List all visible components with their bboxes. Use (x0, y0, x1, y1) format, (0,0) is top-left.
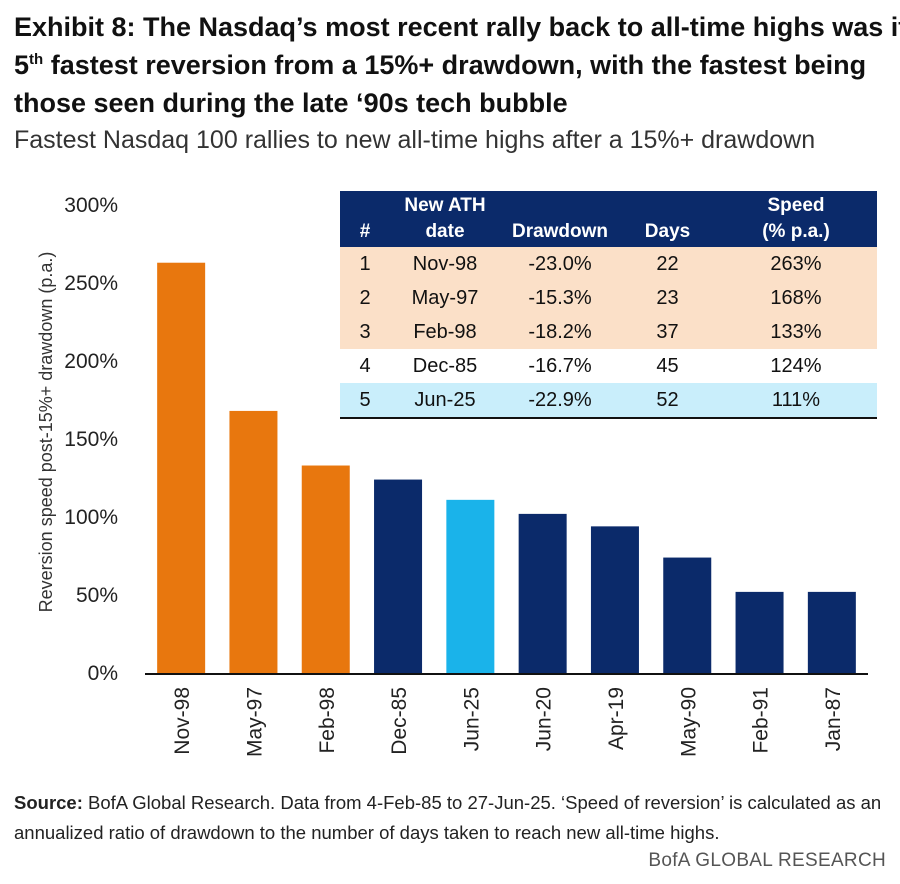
x-tick-label: Apr-19 (605, 687, 628, 750)
header-date-line-2: date (425, 221, 465, 242)
x-tick-label: Nov-98 (171, 687, 194, 755)
x-tick-label: Jun-20 (533, 687, 556, 751)
bar-jun-20 (518, 513, 567, 673)
cell-speed: 124% (715, 349, 877, 383)
bar-chart: 0%50%100%150%200%250%300% Nov-98 May-97 Fe… (36, 194, 868, 757)
header-rank: # (340, 191, 390, 247)
y-tick-label: 300% (64, 194, 118, 217)
bar-may-97 (229, 410, 278, 673)
y-tick-label: 250% (64, 272, 118, 295)
cell-date: Nov-98 (390, 247, 500, 281)
cell-rank: 4 (340, 349, 390, 383)
y-axis-title: Reversion speed post-15%+ drawdown (p.a.… (36, 252, 56, 613)
bar-dec-85 (374, 479, 423, 673)
cell-speed: 263% (715, 247, 877, 281)
publisher-credit: BofA GLOBAL RESEARCH (648, 850, 886, 871)
cell-days: 52 (620, 383, 715, 419)
cell-drawdown: -15.3% (500, 281, 620, 315)
cell-days: 23 (620, 281, 715, 315)
cell-rank: 3 (340, 315, 390, 349)
cell-date: Dec-85 (390, 349, 500, 383)
bar-jan-87 (807, 591, 856, 673)
source-label: Source: (14, 792, 83, 813)
title-line-1: Exhibit 8: The Nasdaq’s most recent rall… (14, 12, 900, 42)
cell-rank: 5 (340, 383, 390, 419)
cell-speed: 168% (715, 281, 877, 315)
source-note: Source: BofA Global Research. Data from … (14, 788, 894, 848)
x-tick-label: Jan-87 (822, 687, 845, 751)
x-tick-label: Feb-91 (750, 687, 773, 754)
y-axis: 0% 50% 100% 150% 200% 250% 300% (64, 194, 118, 685)
y-tick-label: 0% (88, 662, 118, 685)
cell-rank: 2 (340, 281, 390, 315)
cell-days: 22 (620, 247, 715, 281)
ath-table: # New ATH date Drawdown Days Speed (% p.a.… (340, 191, 877, 419)
title-line-3: those seen during the late ‘90s tech bub… (14, 88, 568, 118)
table-row: 1 Nov-98 -23.0% 22 263% (340, 247, 877, 281)
table-row: 5 Jun-25 -22.9% 52 111% (340, 383, 877, 419)
table-row: 3 Feb-98 -18.2% 37 133% (340, 315, 877, 349)
source-text: BofA Global Research. Data from 4-Feb-85… (14, 792, 882, 843)
bar-may-90 (663, 557, 712, 673)
cell-speed: 111% (715, 383, 877, 419)
cell-rank: 1 (340, 247, 390, 281)
bar-feb-91 (735, 591, 784, 673)
y-tick-label: 50% (76, 584, 118, 607)
title-line-2: 5th fastest reversion from a 15%+ drawdo… (14, 46, 894, 84)
bar-nov-98 (157, 262, 206, 673)
x-tick-label: Jun-25 (460, 687, 483, 751)
cell-date: Feb-98 (390, 315, 500, 349)
table-row: 2 May-97 -15.3% 23 168% (340, 281, 877, 315)
table-header-row: # New ATH date Drawdown Days Speed (% p.a.… (340, 191, 877, 247)
x-tick-label: May-97 (243, 687, 266, 757)
cell-drawdown: -22.9% (500, 383, 620, 419)
chart-subtitle: Fastest Nasdaq 100 rallies to new all-ti… (14, 126, 816, 154)
y-tick-label: 100% (64, 506, 118, 529)
cell-date: Jun-25 (390, 383, 500, 419)
cell-drawdown: -23.0% (500, 247, 620, 281)
cell-drawdown: -16.7% (500, 349, 620, 383)
title-line-2-rest: fastest reversion from a 15%+ drawdown, … (43, 50, 867, 80)
title-ordinal-number: 5 (14, 50, 30, 80)
bar-apr-19 (590, 526, 639, 673)
cell-date: May-97 (390, 281, 500, 315)
header-date: New ATH date (390, 191, 500, 247)
cell-drawdown: -18.2% (500, 315, 620, 349)
cell-days: 37 (620, 315, 715, 349)
x-tick-label: Feb-98 (316, 687, 339, 754)
bars (157, 262, 856, 673)
header-speed-line-1: Speed (767, 195, 825, 216)
x-axis: Nov-98 May-97 Feb-98 Dec-85 Jun-25 Jun-20 Apr-… (145, 673, 868, 757)
header-speed: Speed (% p.a.) (715, 191, 877, 247)
table-row: 4 Dec-85 -16.7% 45 124% (340, 349, 877, 383)
bar-feb-98 (301, 465, 350, 673)
bar-jun-25 (446, 499, 495, 673)
y-tick-label: 200% (64, 350, 118, 373)
cell-days: 45 (620, 349, 715, 383)
header-speed-line-2: (% p.a.) (762, 221, 830, 242)
y-tick-label: 150% (64, 428, 118, 451)
cell-speed: 133% (715, 315, 877, 349)
title-ordinal-suffix: th (29, 51, 44, 68)
x-tick-label: Dec-85 (388, 687, 411, 755)
header-date-line-1: New ATH (404, 195, 486, 216)
exhibit-title: Exhibit 8: The Nasdaq’s most recent rall… (14, 8, 900, 122)
header-days: Days (620, 191, 715, 247)
header-drawdown: Drawdown (500, 191, 620, 247)
x-tick-label: May-90 (677, 687, 700, 757)
